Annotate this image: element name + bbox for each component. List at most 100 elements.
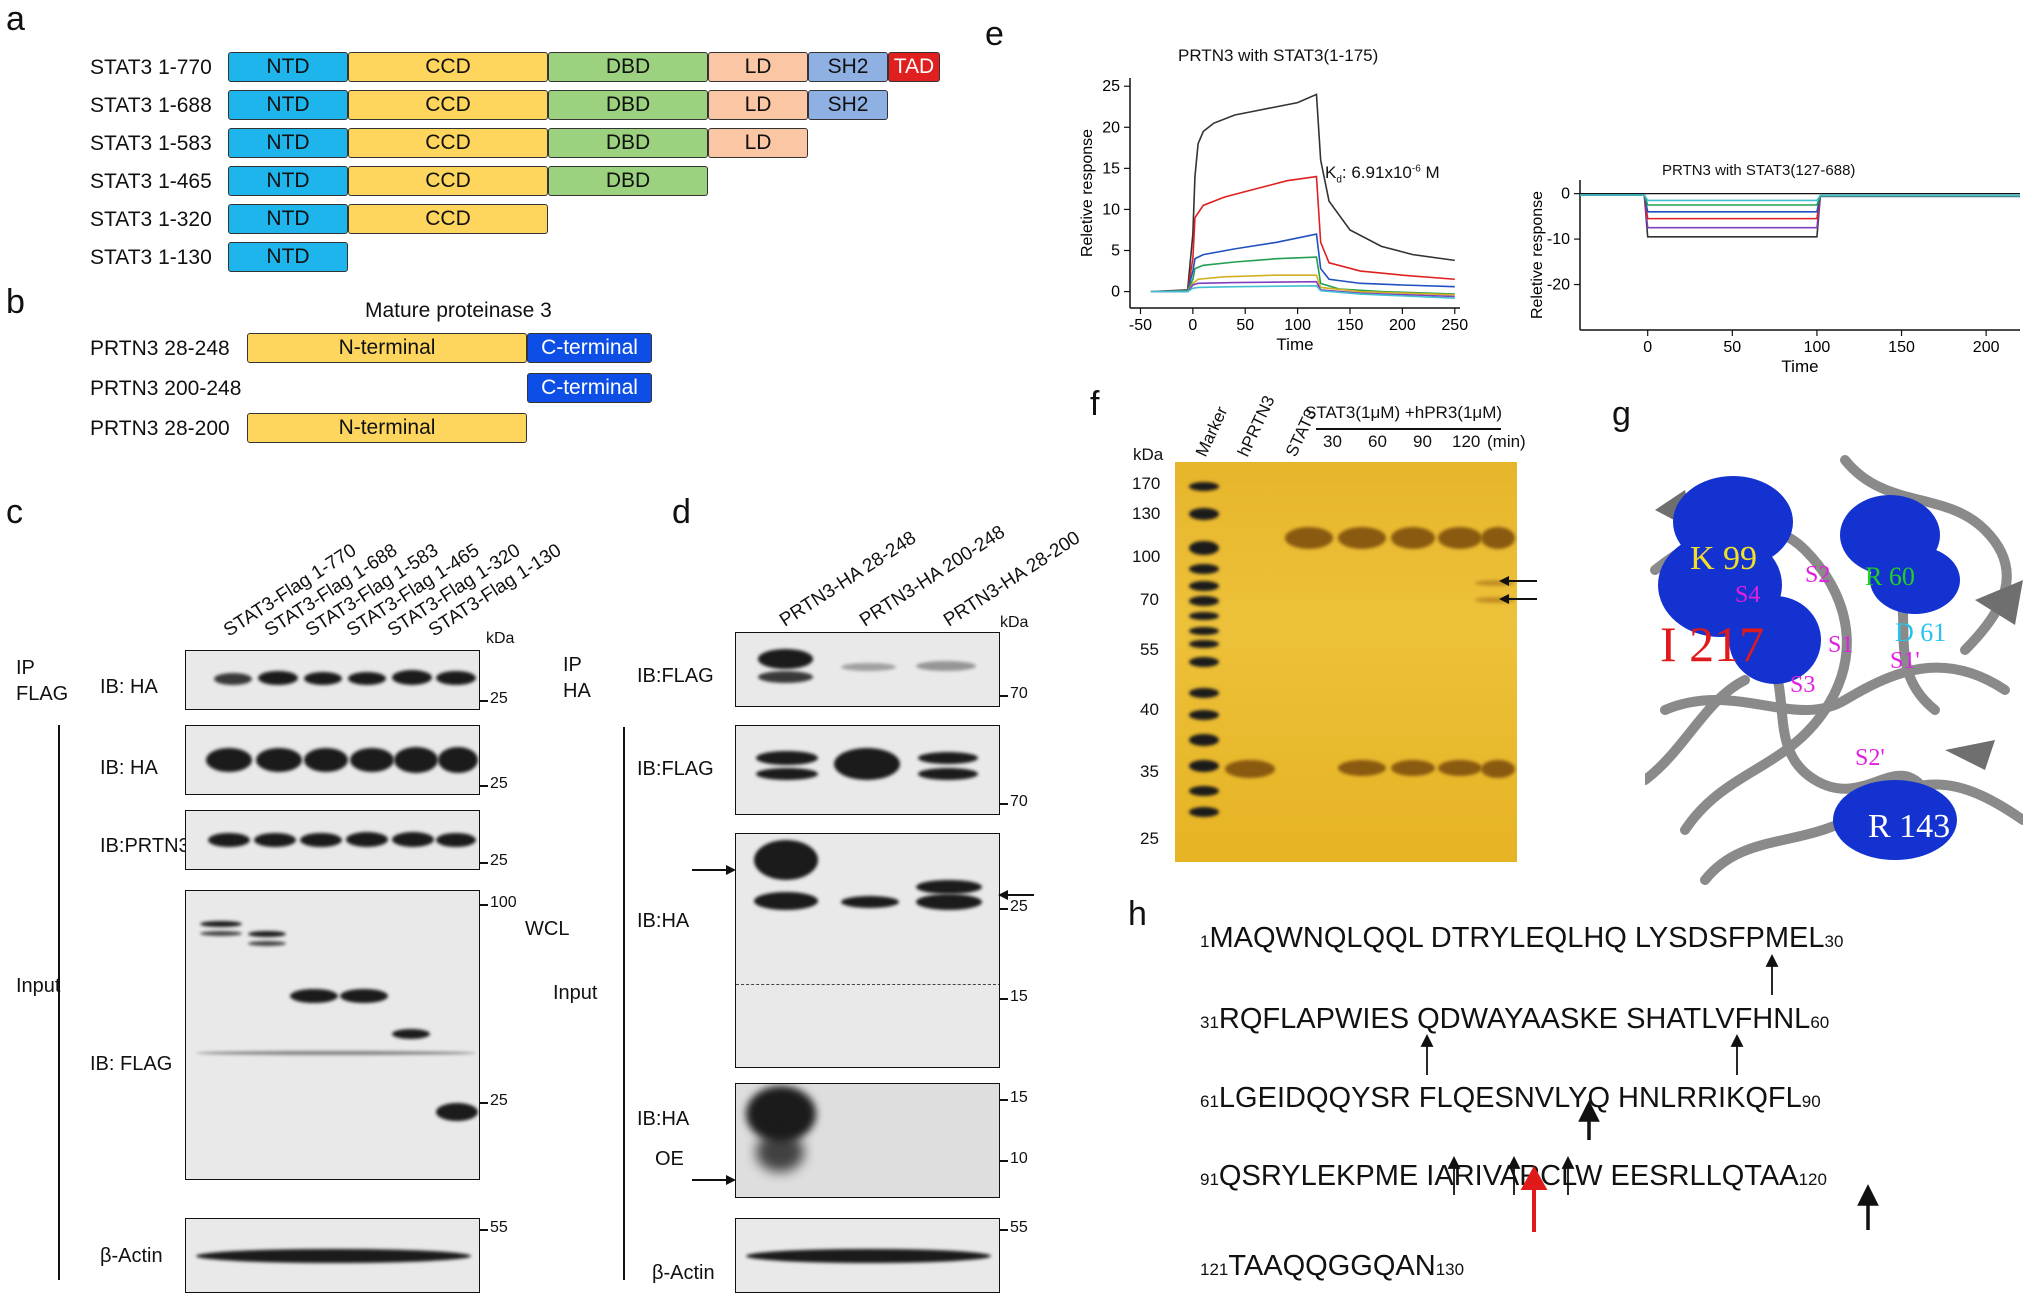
series-line xyxy=(1150,233,1455,293)
kda-marker: 55 xyxy=(1140,640,1159,659)
domain-ccd: CCD xyxy=(348,204,548,234)
panel-c-letter: c xyxy=(6,493,23,531)
y-tick-label: 5 xyxy=(1111,243,1120,260)
blot-input-prtn3 xyxy=(185,810,480,870)
residue-label: I 217 xyxy=(1660,616,1765,672)
blot-beta-actin xyxy=(735,1218,1000,1293)
lane-label: PRTN3-HA 28-248 xyxy=(776,527,921,632)
domain-dbd: DBD xyxy=(548,128,708,158)
input-label: Input xyxy=(16,975,61,997)
kda-marker: 55 xyxy=(490,1219,508,1236)
y-tick-label: 10 xyxy=(1102,201,1120,218)
treatment-label: STAT3(1μM) +hPR3(1μM) xyxy=(1305,403,1503,422)
y-tick-label: -10 xyxy=(1547,231,1570,248)
x-tick-label: 100 xyxy=(1804,339,1831,356)
stat3-row-label: STAT3 1-688 xyxy=(90,94,212,117)
time-label: 30 xyxy=(1323,432,1342,451)
sequence-line: 1MAQWNQLQQL DTRYLEQLHQ LYSDSFPMEL30 xyxy=(1200,922,1844,954)
time-label: 120 xyxy=(1452,432,1481,451)
blot-input-ha xyxy=(185,725,480,795)
pocket-label: S2 xyxy=(1805,562,1831,588)
ib-label: IB:FLAG xyxy=(637,665,714,687)
x-tick-label: 250 xyxy=(1441,317,1468,334)
sequence-line: 31RQFLAPWIES QDWAYAASKE SHATLVFHNL60 xyxy=(1200,1003,1830,1035)
stat3-row-label: STAT3 1-130 xyxy=(90,246,212,269)
ib-label: β-Actin xyxy=(652,1262,715,1284)
kd-annotation: Kd: 6.91x10-6 M xyxy=(1325,163,1440,186)
y-tick-label: 0 xyxy=(1111,284,1120,301)
kda-marker: 25 xyxy=(1010,898,1028,915)
arrow-icon xyxy=(998,890,1034,900)
panel-b-title: Mature proteinase 3 xyxy=(365,299,552,322)
kda-label: kDa xyxy=(486,630,515,647)
kda-marker: 15 xyxy=(1010,988,1028,1005)
input-label: Input xyxy=(553,982,598,1004)
lane-label: hPRTN3 xyxy=(1233,392,1279,460)
kda-marker: 70 xyxy=(1010,793,1028,810)
residue-label: R 143 xyxy=(1868,808,1951,845)
blot-beta-actin xyxy=(185,1218,480,1293)
kda-marker: 55 xyxy=(1010,1219,1028,1236)
stat3-row-label: STAT3 1-583 xyxy=(90,132,212,155)
y-tick-label: 15 xyxy=(1102,160,1120,177)
domain-ntd: NTD xyxy=(228,204,348,234)
prtn3-row-label: PRTN3 28-200 xyxy=(90,417,230,440)
ib-label: β-Actin xyxy=(100,1245,163,1267)
domain-ccd: CCD xyxy=(348,52,548,82)
pocket-label: S4 xyxy=(1735,582,1761,608)
kda-marker: 40 xyxy=(1140,700,1159,719)
lane-label: PRTN3-HA 200-248 xyxy=(856,521,1009,632)
ib-label: IB:HA xyxy=(637,910,690,932)
kda-marker: 70 xyxy=(1140,590,1159,609)
series-line xyxy=(1580,194,2020,202)
blot-input-ha-oe xyxy=(735,1083,1000,1198)
spr-chart-1: -50 0 50 100 150 200 250 0 5 10 15 20 25 Time Reletive… xyxy=(1079,78,1468,354)
kda-marker: 100 xyxy=(490,894,517,911)
input-bracket xyxy=(623,727,625,1280)
kda-marker: 25 xyxy=(490,690,508,707)
domain-tad: TAD xyxy=(888,52,940,82)
x-tick-label: 50 xyxy=(1723,339,1741,356)
time-unit: (min) xyxy=(1487,432,1526,451)
domain-ntd: NTD xyxy=(228,242,348,272)
x-axis-label: Time xyxy=(1276,335,1313,354)
ib-label: IB:PRTN3 xyxy=(100,835,190,857)
series-line xyxy=(1150,175,1455,293)
panel-f-letter: f xyxy=(1090,385,1100,423)
domain-ccd: CCD xyxy=(348,166,548,196)
pocket-label: S2' xyxy=(1855,745,1885,771)
kda-marker: 25 xyxy=(490,852,508,869)
chart-title: PRTN3 with STAT3(127-688) xyxy=(1662,162,1856,179)
blot-input-ha xyxy=(735,833,1000,1068)
x-tick-label: 50 xyxy=(1236,317,1254,334)
series-line xyxy=(1150,93,1455,293)
silver-stain-gel xyxy=(1175,462,1517,862)
structure-image xyxy=(1645,450,2023,885)
x-tick-label: 150 xyxy=(1337,317,1364,334)
time-label: 90 xyxy=(1413,432,1432,451)
y-tick-label: 20 xyxy=(1102,119,1120,136)
ib-label: IB:FLAG xyxy=(637,758,714,780)
kda-marker: 25 xyxy=(490,775,508,792)
domain-ccd: CCD xyxy=(348,90,548,120)
lane-label: Marker xyxy=(1191,403,1232,460)
x-tick-label: 200 xyxy=(1389,317,1416,334)
ib-label: IB: FLAG xyxy=(90,1053,173,1075)
ib-label: IB:HA xyxy=(637,1108,690,1130)
arrow-icon xyxy=(692,865,736,1185)
ib-label: IB: HA xyxy=(100,676,158,698)
pocket-label: S1 xyxy=(1828,632,1854,658)
x-tick-label: 0 xyxy=(1188,317,1197,334)
prtn3-row-label: PRTN3 28-248 xyxy=(90,337,230,360)
blot-input-flag xyxy=(735,725,1000,815)
prtn3-row-label: PRTN3 200-248 xyxy=(90,377,242,400)
domain-dbd: DBD xyxy=(548,90,708,120)
domain-sh2: SH2 xyxy=(808,90,888,120)
blot-ip-flag xyxy=(735,632,1000,707)
kda-marker: 25 xyxy=(490,1092,508,1109)
residue-label: D 61 xyxy=(1895,618,1947,647)
kda-label: kDa xyxy=(1000,614,1029,631)
panel-e-letter: e xyxy=(985,15,1004,53)
y-axis-label: Reletive response xyxy=(1529,191,1546,319)
pocket-label: S1' xyxy=(1890,648,1920,674)
